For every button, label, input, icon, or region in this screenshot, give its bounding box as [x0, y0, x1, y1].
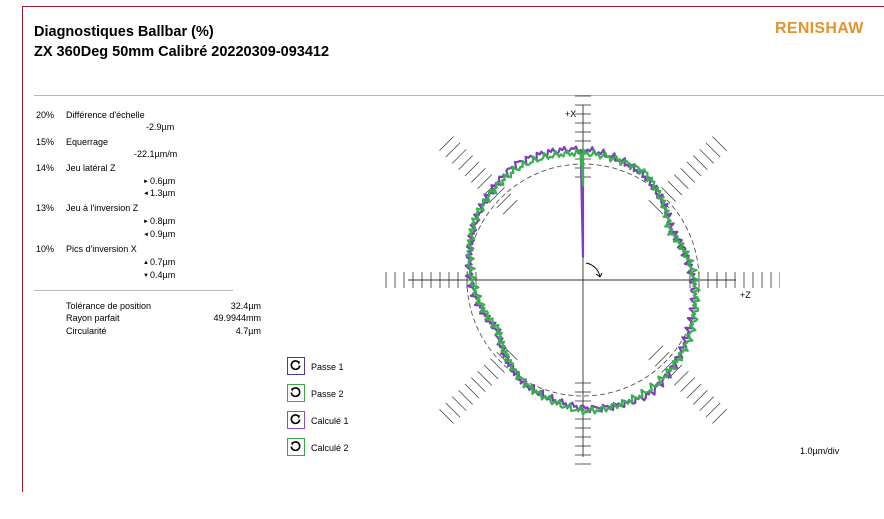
tick-mark	[667, 180, 683, 196]
tick-mark	[451, 396, 467, 412]
tick-mark	[458, 155, 473, 170]
report-subtitle: ZX 360Deg 50mm Calibré 20220309-093412	[34, 44, 330, 60]
brand-logo: RENISHAW	[775, 20, 864, 37]
arrow-right-icon: ►	[143, 179, 149, 185]
tick-mark	[673, 174, 689, 190]
report-title: Diagnostiques Ballbar (%)	[34, 24, 214, 40]
header-divider	[34, 95, 884, 96]
ballbar-plot: +X +Z	[385, 95, 780, 465]
arrow-down-icon: ▼	[143, 273, 149, 279]
rotation-ccw-icon	[287, 384, 305, 402]
tick-mark	[445, 402, 461, 418]
tick-mark	[464, 383, 480, 399]
tick-mark	[648, 199, 664, 215]
tick-mark	[654, 351, 670, 367]
tick-mark	[705, 402, 721, 418]
tick-mark	[502, 199, 518, 215]
arrow-left-icon: ◄	[143, 232, 149, 238]
diagnostic-pct: 10%	[36, 244, 55, 254]
diagnostic-label: Jeu à l'inversion Z	[66, 203, 139, 213]
tick-mark	[445, 142, 461, 158]
summary-divider	[34, 290, 233, 291]
tick-mark	[477, 370, 493, 386]
diagnostic-value: 0.7µm	[150, 257, 176, 267]
diagnostic-value: -2.9µm	[146, 122, 175, 132]
summary-value: 32.4µm	[230, 301, 261, 311]
tick-mark	[464, 161, 480, 177]
tick-mark	[680, 168, 695, 183]
tick-mark	[490, 358, 505, 373]
arrow-up-icon: ▲	[143, 260, 149, 266]
legend-label: Passe 2	[311, 389, 344, 399]
tick-mark	[439, 136, 454, 151]
diagnostic-pct: 13%	[36, 203, 55, 213]
rotation-ccw-icon	[287, 438, 305, 456]
diagnostic-value: 0.8µm	[150, 216, 176, 226]
diagnostic-label: Jeu latéral Z	[66, 163, 116, 173]
tick-mark	[661, 187, 676, 202]
tick-mark	[458, 390, 473, 405]
diagnostic-pct: 15%	[36, 137, 55, 147]
tick-mark	[712, 409, 727, 424]
rotation-cw-icon	[287, 411, 305, 429]
diagnostic-value: 0.6µm	[150, 176, 176, 186]
axis-label-z: +Z	[740, 290, 751, 300]
tick-mark	[673, 370, 689, 386]
tick-mark	[680, 377, 695, 392]
tick-mark	[471, 168, 486, 183]
rotation-direction-icon	[585, 262, 603, 278]
axis-label-x: +X	[565, 109, 576, 119]
tick-mark	[693, 390, 708, 405]
scale-label: 1.0µm/div	[800, 446, 840, 456]
summary-label: Rayon parfait	[66, 313, 120, 323]
tick-mark	[451, 148, 467, 164]
diagnostic-pct: 14%	[36, 163, 55, 173]
diagnostic-label: Equerrage	[66, 137, 109, 147]
diagnostic-pct: 20%	[36, 110, 55, 120]
tick-mark	[483, 364, 499, 380]
tick-mark	[699, 396, 715, 412]
tick-mark	[705, 142, 721, 158]
diagnostic-value: -22.1µm/m	[134, 149, 178, 159]
tick-mark	[693, 155, 708, 170]
legend-label: Calculé 2	[311, 443, 349, 453]
legend-label: Calculé 1	[311, 416, 349, 426]
tick-mark	[439, 409, 454, 424]
page-frame-left	[22, 6, 23, 492]
page-frame-top	[22, 6, 884, 7]
summary-label: Tolérance de position	[66, 301, 152, 311]
rotation-cw-icon	[287, 357, 305, 375]
summary-label: Circularité	[66, 326, 107, 336]
diagnostic-value: 0.9µm	[150, 229, 176, 239]
legend-label: Passe 1	[311, 362, 344, 372]
diagnostic-label: Pics d'inversion X	[66, 244, 137, 254]
summary-value: 49.9944mm	[213, 313, 261, 323]
diagnostic-label: Différence d'échelle	[66, 110, 145, 120]
tick-mark	[699, 148, 715, 164]
tick-mark	[490, 187, 505, 202]
diagnostic-value: 1.3µm	[150, 188, 176, 198]
tick-mark	[686, 161, 702, 177]
tick-mark	[496, 193, 512, 209]
tick-mark	[477, 174, 493, 190]
plot-series	[464, 145, 701, 416]
arrow-left-icon: ◄	[143, 191, 149, 197]
tick-mark	[648, 345, 664, 361]
diagnostic-value: 0.4µm	[150, 270, 176, 280]
summary-value: 4.7µm	[235, 326, 261, 336]
tick-mark	[686, 383, 702, 399]
series-trace-2	[466, 148, 701, 416]
tick-mark	[471, 377, 486, 392]
arrow-right-icon: ►	[143, 219, 149, 225]
tick-mark	[712, 136, 727, 151]
